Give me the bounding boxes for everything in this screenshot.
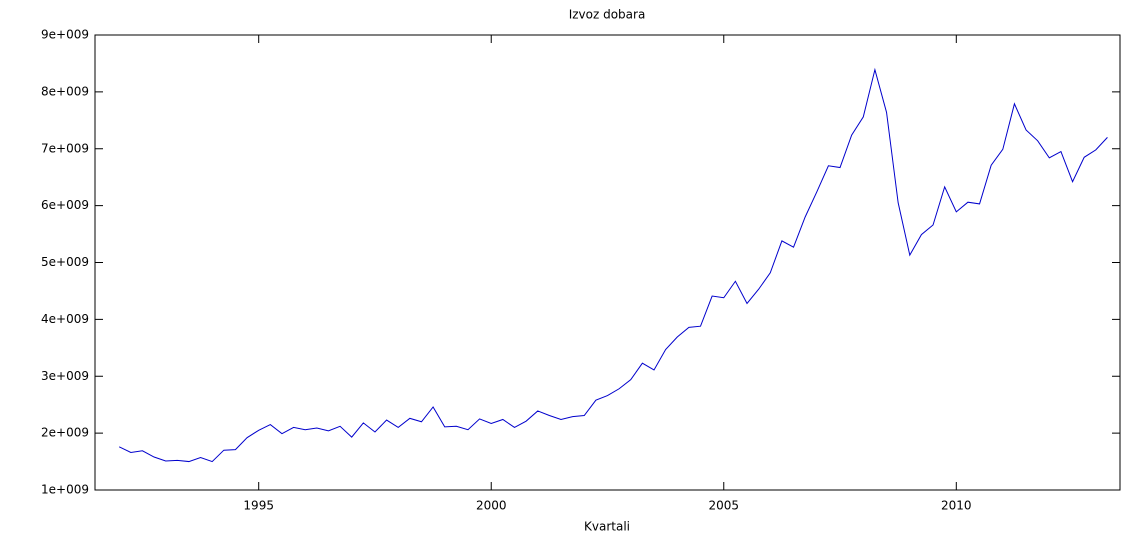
x-tick-label: 2010	[941, 499, 972, 513]
y-tick-label: 8e+009	[41, 84, 89, 98]
y-tick-label: 5e+009	[41, 255, 89, 269]
x-tick-label: 2000	[476, 499, 507, 513]
x-tick-label: 1995	[243, 499, 274, 513]
x-tick-label: 2005	[708, 499, 739, 513]
y-tick-label: 4e+009	[41, 312, 89, 326]
y-tick-label: 7e+009	[41, 141, 89, 155]
x-axis-label: Kvartali	[584, 520, 630, 534]
y-tick-label: 2e+009	[41, 426, 89, 440]
y-tick-label: 9e+009	[41, 28, 89, 42]
series-line	[118, 67, 1108, 463]
chart-title: Izvoz dobara	[569, 8, 646, 22]
y-tick-label: 1e+009	[41, 483, 89, 497]
y-tick-label: 3e+009	[41, 369, 89, 383]
y-tick-label: 6e+009	[41, 198, 89, 212]
plot-frame	[94, 34, 1121, 491]
